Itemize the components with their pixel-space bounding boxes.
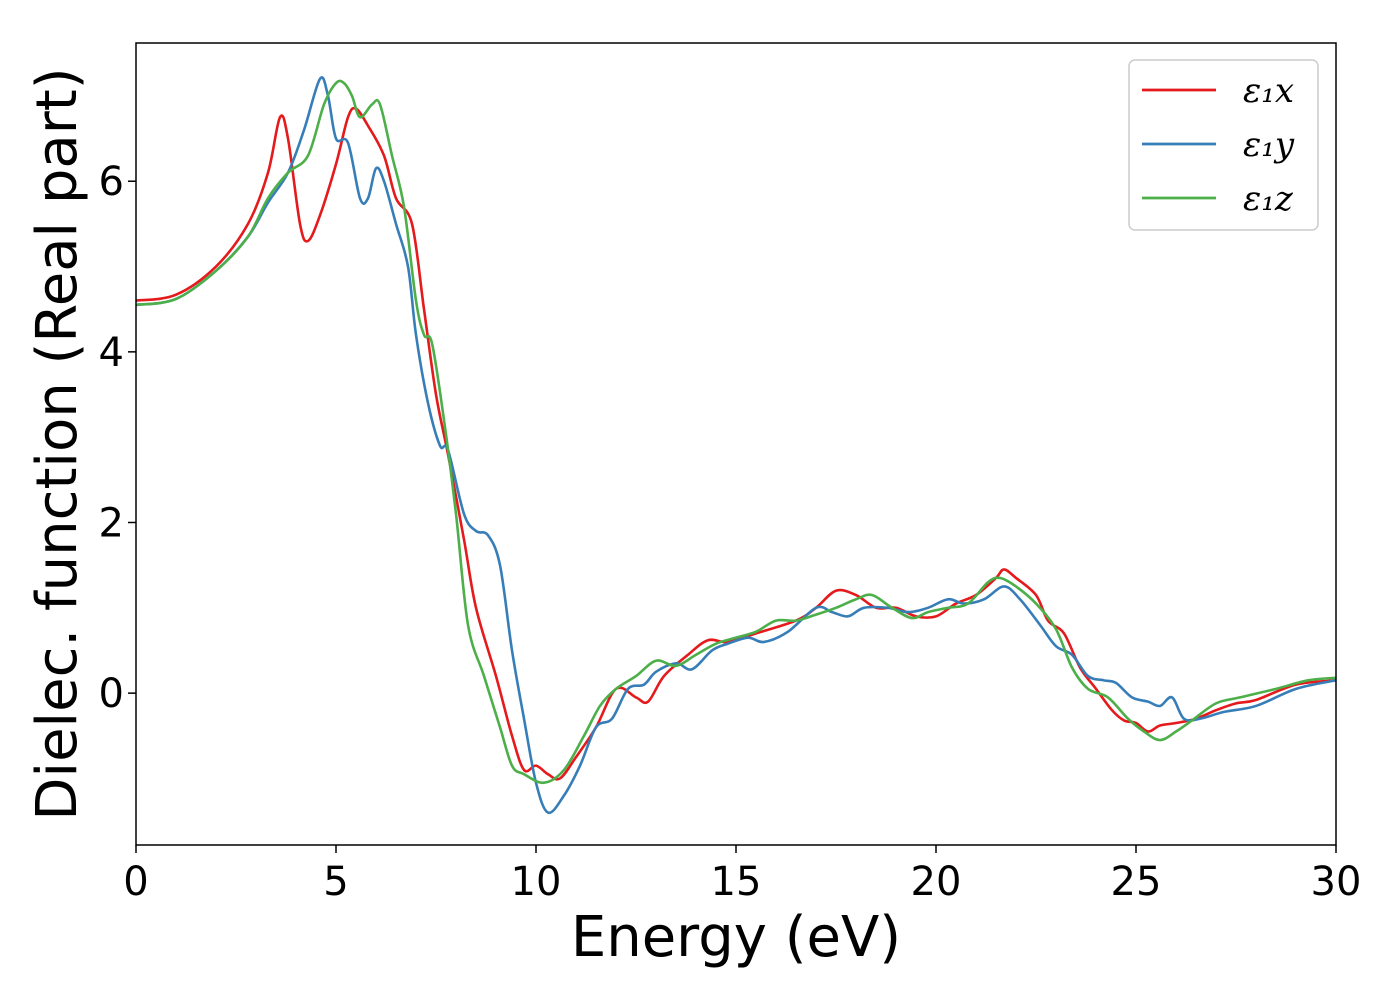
series-line-3 — [136, 79, 1336, 785]
legend: ε₁x ε₁y ε₁z — [1128, 59, 1319, 231]
series-layer — [136, 76, 1336, 815]
x-tick-label: 25 — [1111, 859, 1162, 905]
x-tick-label: 20 — [911, 859, 962, 905]
legend-box — [1128, 59, 1319, 231]
series-line-2 — [136, 76, 1336, 815]
y-tick-label: 0 — [99, 671, 124, 717]
x-tick-label: 10 — [511, 859, 562, 905]
y-tick-label: 6 — [99, 159, 124, 205]
x-axis-title: Energy (eV) — [571, 905, 901, 970]
series-line-1 — [136, 106, 1336, 781]
x-tick-label: 15 — [711, 859, 762, 905]
x-tick-label: 30 — [1311, 859, 1362, 905]
y-tick-label: 4 — [99, 330, 124, 376]
y-axis-ticks: 0 2 4 6 — [99, 159, 136, 717]
x-axis-ticks: 0 5 10 15 20 25 30 — [123, 845, 1361, 905]
legend-label-3: ε₁z — [1243, 179, 1294, 219]
legend-label-1: ε₁x — [1243, 71, 1294, 111]
x-tick-label: 0 — [123, 859, 148, 905]
y-tick-label: 2 — [99, 500, 124, 546]
legend-label-2: ε₁y — [1243, 125, 1295, 165]
y-axis-title: Dielec. function (Real part) — [25, 67, 90, 820]
x-tick-label: 5 — [323, 859, 348, 905]
